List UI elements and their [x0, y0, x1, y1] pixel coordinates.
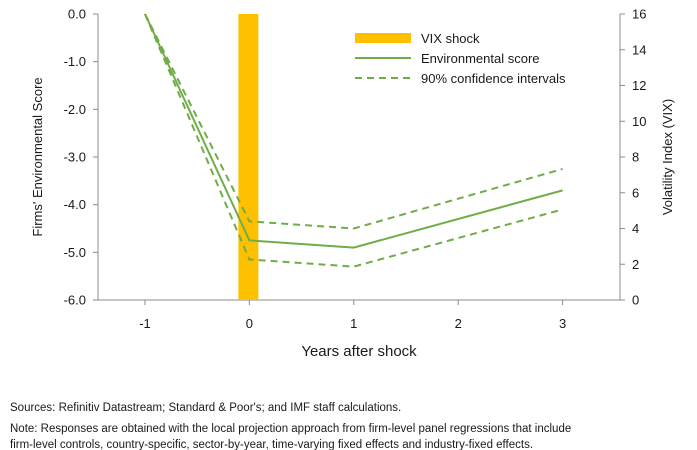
legend-label: VIX shock [421, 31, 480, 46]
y2-tick-label: 12 [632, 78, 646, 93]
y-tick-label: -1.0 [64, 54, 86, 69]
y2-tick-label: 8 [632, 150, 639, 165]
legend-label: Environmental score [421, 51, 540, 66]
y-tick-label: -4.0 [64, 197, 86, 212]
y2-tick-label: 0 [632, 293, 639, 308]
y-tick-label: -3.0 [64, 150, 86, 165]
y-tick-label: -2.0 [64, 102, 86, 117]
y2-axis-title: Volatility Index (VIX) [660, 99, 675, 215]
legend: VIX shock Environmental score 90% confid… [355, 31, 566, 86]
x-tick-label: -1 [139, 316, 151, 331]
y-axis-title: Firms' Environmental Score [30, 77, 45, 236]
y2-tick-label: 6 [632, 185, 639, 200]
legend-label: 90% confidence intervals [421, 71, 566, 86]
y2-tick-label: 2 [632, 257, 639, 272]
x-tick-label: 2 [455, 316, 462, 331]
chart: 0.0-1.0-2.0-3.0-4.0-5.0-6.0 0246810121416… [30, 7, 675, 361]
y-tick-label: 0.0 [68, 7, 86, 22]
tick-labels: 0.0-1.0-2.0-3.0-4.0-5.0-6.0 0246810121416… [64, 7, 647, 332]
y2-tick-label: 16 [632, 7, 646, 22]
x-axis-title: Years after shock [301, 343, 417, 360]
upper-confidence-line [144, 13, 563, 230]
line-series [144, 13, 563, 268]
methodology-note: Note: Responses are obtained with the lo… [10, 423, 572, 435]
y2-tick-label: 10 [632, 114, 646, 129]
x-tick-label: 0 [246, 316, 253, 331]
y2-tick-label: 4 [632, 221, 639, 236]
y2-tick-label: 14 [632, 42, 646, 57]
x-tick-label: 3 [559, 316, 566, 331]
y-tick-label: -5.0 [64, 245, 86, 260]
x-tick-label: 1 [350, 316, 357, 331]
lower-confidence-line [144, 13, 563, 268]
y-tick-label: -6.0 [64, 293, 86, 308]
environmental-score-line [144, 13, 563, 249]
source-note: Sources: Refinitiv Datastream; Standard … [10, 402, 402, 414]
chart-axes [93, 13, 625, 305]
methodology-note-continued: firm-level controls, country-specific, s… [10, 439, 534, 450]
legend-swatch-vix-shock [355, 33, 411, 43]
